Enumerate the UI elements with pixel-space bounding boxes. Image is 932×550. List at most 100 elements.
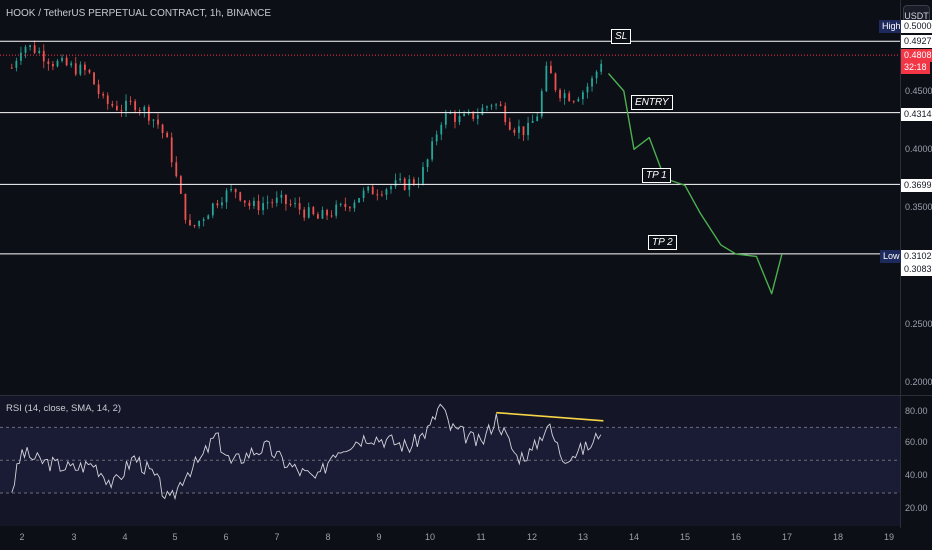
time-tick: 2 xyxy=(19,532,25,542)
candle-body xyxy=(216,203,219,206)
entry-price-tag: 0.4314 xyxy=(901,108,932,121)
candle-body xyxy=(508,122,511,130)
tp1-note[interactable]: TP 1 xyxy=(642,168,671,183)
entry-note[interactable]: ENTRY xyxy=(631,95,673,110)
candle-body xyxy=(476,114,479,119)
candle-body xyxy=(540,91,543,117)
candle-body xyxy=(550,65,552,74)
candle-body xyxy=(47,61,50,64)
candle-body xyxy=(97,84,100,94)
candle-body xyxy=(527,122,529,136)
candle-body xyxy=(271,202,274,204)
candle-body xyxy=(431,141,434,160)
candle-body xyxy=(390,186,392,190)
rsi-indicator-title[interactable]: RSI (14, close, SMA, 14, 2) xyxy=(6,403,122,414)
time-tick: 4 xyxy=(122,532,128,542)
candle-body xyxy=(234,188,237,193)
candle-body xyxy=(298,203,301,210)
time-tick: 17 xyxy=(781,532,793,542)
candle-body xyxy=(202,219,205,221)
candle-body xyxy=(65,57,68,66)
time-tick: 15 xyxy=(679,532,691,542)
candle-body xyxy=(481,107,484,115)
tp2-price-tag: 0.3083 xyxy=(901,263,932,276)
rsi-divergence-line xyxy=(496,411,604,422)
candle-body xyxy=(495,104,497,106)
time-tick: 6 xyxy=(223,532,229,542)
time-tick: 3 xyxy=(71,532,77,542)
candle-body xyxy=(147,107,150,121)
candle-body xyxy=(362,190,365,199)
candle-body xyxy=(106,95,109,104)
candle-body xyxy=(280,194,283,198)
candle-body xyxy=(166,132,169,138)
candle-body xyxy=(285,194,287,204)
candle-body xyxy=(444,113,447,125)
candle-body xyxy=(111,103,114,106)
candle-body xyxy=(518,126,520,133)
candle-body xyxy=(266,202,269,204)
candle-body xyxy=(490,105,493,107)
candle-body xyxy=(385,189,388,195)
candle-body xyxy=(24,46,27,53)
candle-body xyxy=(29,45,31,47)
rsi-tick-80: 80.00 xyxy=(905,406,928,416)
candle-body xyxy=(211,203,214,216)
tp2-note[interactable]: TP 2 xyxy=(648,235,677,250)
sl-price-tag: 0.4927 xyxy=(901,35,932,48)
time-tick: 7 xyxy=(274,532,280,542)
candle-body xyxy=(422,167,424,184)
candle-body xyxy=(568,93,571,102)
candle-body xyxy=(458,115,461,122)
time-tick: 10 xyxy=(424,532,436,542)
candle-body xyxy=(591,78,593,87)
price-tick-0200: 0.2000 xyxy=(905,377,932,387)
candle-body xyxy=(554,73,557,90)
candle-body xyxy=(486,106,488,108)
candle-body xyxy=(230,188,232,191)
sl-note[interactable]: SL xyxy=(611,29,632,44)
candle-body xyxy=(435,134,438,142)
candle-body xyxy=(581,92,584,100)
time-tick: 12 xyxy=(526,532,538,542)
candle-body xyxy=(454,112,456,122)
candle-body xyxy=(303,209,306,218)
rsi-tick-40: 40.00 xyxy=(905,470,928,480)
candle-body xyxy=(38,50,41,53)
candle-body xyxy=(262,203,264,211)
time-tick: 13 xyxy=(577,532,589,542)
low-label-tag: Low xyxy=(880,250,903,263)
candle-body xyxy=(115,105,118,111)
candle-body xyxy=(243,200,246,203)
candle-body xyxy=(170,137,173,163)
price-tick-0350: 0.3500 xyxy=(905,202,932,212)
candle-body xyxy=(253,200,255,206)
candle-body xyxy=(312,207,315,215)
projection-path xyxy=(607,73,783,295)
candle-body xyxy=(586,86,589,93)
candle-body xyxy=(522,126,525,136)
candle-body xyxy=(88,69,91,73)
candle-body xyxy=(175,162,178,177)
candle-body xyxy=(504,105,507,123)
candle-body xyxy=(70,63,73,66)
candle-body xyxy=(353,202,356,209)
candle-body xyxy=(294,203,296,205)
candle-body xyxy=(152,119,155,121)
candle-body xyxy=(10,67,13,69)
candle-body xyxy=(572,101,575,103)
candle-body xyxy=(33,45,36,53)
candle-body xyxy=(84,64,86,70)
candle-body xyxy=(184,193,187,220)
candle-body xyxy=(463,113,466,116)
rsi-line xyxy=(11,403,602,501)
candle-body xyxy=(426,159,429,168)
candle-body xyxy=(225,190,228,203)
high-label-tag: High xyxy=(879,20,904,33)
candle-body xyxy=(531,120,534,123)
time-tick: 14 xyxy=(628,532,640,542)
time-tick: 19 xyxy=(883,532,895,542)
candle-body xyxy=(20,52,22,61)
candle-body xyxy=(239,192,242,201)
